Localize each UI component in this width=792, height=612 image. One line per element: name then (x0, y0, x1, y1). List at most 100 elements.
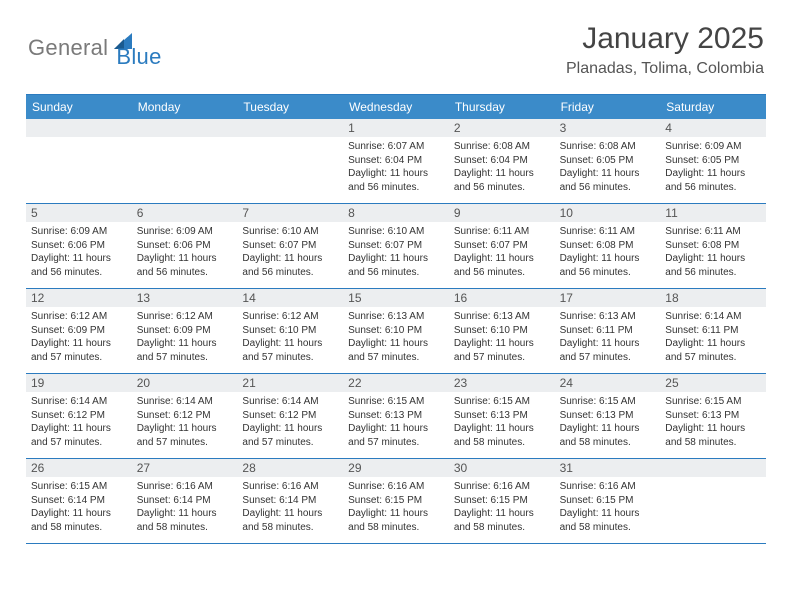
empty-day-bar (660, 459, 766, 477)
day-details: Sunrise: 6:14 AMSunset: 6:12 PMDaylight:… (137, 395, 233, 449)
day-number: 29 (343, 459, 449, 477)
day-number: 19 (26, 374, 132, 392)
day-details: Sunrise: 6:12 AMSunset: 6:09 PMDaylight:… (137, 310, 233, 364)
page-header: General Blue January 2025 Planadas, Toli… (0, 0, 792, 86)
weekday-header: Sunday (26, 95, 132, 119)
day-cell: 2Sunrise: 6:08 AMSunset: 6:04 PMDaylight… (449, 119, 555, 203)
empty-day-bar (26, 119, 132, 137)
empty-day-bar (132, 119, 238, 137)
weekday-header: Wednesday (343, 95, 449, 119)
day-number: 12 (26, 289, 132, 307)
week-row: 1 Sunrise: 6:07 AMSunset: 6:04 PMDaylight… (26, 119, 766, 204)
weekday-header: Saturday (660, 95, 766, 119)
day-number: 3 (555, 119, 661, 137)
day-number: 6 (132, 204, 238, 222)
day-cell: 26Sunrise: 6:15 AMSunset: 6:14 PMDayligh… (26, 459, 132, 543)
day-number: 22 (343, 374, 449, 392)
day-number: 7 (237, 204, 343, 222)
logo-text-general: General (28, 35, 108, 61)
day-number: 28 (237, 459, 343, 477)
day-number: 1 (343, 119, 449, 137)
day-number: 11 (660, 204, 766, 222)
day-details: Sunrise: 6:09 AMSunset: 6:06 PMDaylight:… (31, 225, 127, 279)
weekday-header: Monday (132, 95, 238, 119)
day-cell: 6 Sunrise: 6:09 AMSunset: 6:06 PMDaylight… (132, 204, 238, 288)
empty-day-bar (237, 119, 343, 137)
day-cell: 15Sunrise: 6:13 AMSunset: 6:10 PMDayligh… (343, 289, 449, 373)
day-number: 8 (343, 204, 449, 222)
weekday-header: Friday (555, 95, 661, 119)
day-details: Sunrise: 6:09 AMSunset: 6:05 PMDaylight:… (665, 140, 761, 194)
day-details: Sunrise: 6:16 AMSunset: 6:15 PMDaylight:… (348, 480, 444, 534)
day-details: Sunrise: 6:09 AMSunset: 6:06 PMDaylight:… (137, 225, 233, 279)
day-details: Sunrise: 6:15 AMSunset: 6:13 PMDaylight:… (665, 395, 761, 449)
day-details: Sunrise: 6:13 AMSunset: 6:11 PMDaylight:… (560, 310, 656, 364)
day-cell: 23 Sunrise: 6:15 AMSunset: 6:13 PMDayligh… (449, 374, 555, 458)
day-details: Sunrise: 6:11 AMSunset: 6:07 PMDaylight:… (454, 225, 550, 279)
day-number: 10 (555, 204, 661, 222)
day-details: Sunrise: 6:07 AMSunset: 6:04 PMDaylight:… (348, 140, 444, 194)
day-number: 17 (555, 289, 661, 307)
day-cell: 22 Sunrise: 6:15 AMSunset: 6:13 PMDayligh… (343, 374, 449, 458)
day-cell: 10Sunrise: 6:11 AMSunset: 6:08 PMDayligh… (555, 204, 661, 288)
day-number: 20 (132, 374, 238, 392)
day-details: Sunrise: 6:15 AMSunset: 6:13 PMDaylight:… (454, 395, 550, 449)
day-details: Sunrise: 6:15 AMSunset: 6:13 PMDaylight:… (348, 395, 444, 449)
day-cell: 4 Sunrise: 6:09 AMSunset: 6:05 PMDaylight… (660, 119, 766, 203)
day-cell: 31 Sunrise: 6:16 AMSunset: 6:15 PMDayligh… (555, 459, 661, 543)
logo: General Blue (28, 26, 162, 70)
day-details: Sunrise: 6:14 AMSunset: 6:12 PMDaylight:… (31, 395, 127, 449)
week-row: 26Sunrise: 6:15 AMSunset: 6:14 PMDayligh… (26, 459, 766, 544)
day-number: 23 (449, 374, 555, 392)
day-details: Sunrise: 6:13 AMSunset: 6:10 PMDaylight:… (454, 310, 550, 364)
day-details: Sunrise: 6:16 AMSunset: 6:15 PMDaylight:… (454, 480, 550, 534)
day-cell: 27 Sunrise: 6:16 AMSunset: 6:14 PMDayligh… (132, 459, 238, 543)
day-cell: 12 Sunrise: 6:12 AMSunset: 6:09 PMDayligh… (26, 289, 132, 373)
day-cell: 9 Sunrise: 6:11 AMSunset: 6:07 PMDaylight… (449, 204, 555, 288)
weekday-header: Thursday (449, 95, 555, 119)
day-cell: 18 Sunrise: 6:14 AMSunset: 6:11 PMDayligh… (660, 289, 766, 373)
weekday-header: Tuesday (237, 95, 343, 119)
day-cell: 1 Sunrise: 6:07 AMSunset: 6:04 PMDaylight… (343, 119, 449, 203)
week-row: 12 Sunrise: 6:12 AMSunset: 6:09 PMDayligh… (26, 289, 766, 374)
day-details: Sunrise: 6:16 AMSunset: 6:14 PMDaylight:… (137, 480, 233, 534)
day-cell: 17 Sunrise: 6:13 AMSunset: 6:11 PMDayligh… (555, 289, 661, 373)
day-details: Sunrise: 6:12 AMSunset: 6:09 PMDaylight:… (31, 310, 127, 364)
calendar: SundayMondayTuesdayWednesdayThursdayFrid… (26, 94, 766, 544)
weeks-container: 1 Sunrise: 6:07 AMSunset: 6:04 PMDaylight… (26, 119, 766, 544)
empty-day-cell (26, 119, 132, 203)
day-cell: 7 Sunrise: 6:10 AMSunset: 6:07 PMDaylight… (237, 204, 343, 288)
day-details: Sunrise: 6:12 AMSunset: 6:10 PMDaylight:… (242, 310, 338, 364)
empty-day-cell (132, 119, 238, 203)
day-details: Sunrise: 6:14 AMSunset: 6:12 PMDaylight:… (242, 395, 338, 449)
day-number: 26 (26, 459, 132, 477)
day-details: Sunrise: 6:08 AMSunset: 6:05 PMDaylight:… (560, 140, 656, 194)
day-cell: 30 Sunrise: 6:16 AMSunset: 6:15 PMDayligh… (449, 459, 555, 543)
day-cell: 14Sunrise: 6:12 AMSunset: 6:10 PMDayligh… (237, 289, 343, 373)
day-number: 18 (660, 289, 766, 307)
day-cell: 8Sunrise: 6:10 AMSunset: 6:07 PMDaylight… (343, 204, 449, 288)
weekday-header-row: SundayMondayTuesdayWednesdayThursdayFrid… (26, 95, 766, 119)
location-text: Planadas, Tolima, Colombia (566, 60, 764, 78)
day-details: Sunrise: 6:11 AMSunset: 6:08 PMDaylight:… (665, 225, 761, 279)
day-number: 27 (132, 459, 238, 477)
day-cell: 5Sunrise: 6:09 AMSunset: 6:06 PMDaylight… (26, 204, 132, 288)
day-number: 21 (237, 374, 343, 392)
day-number: 4 (660, 119, 766, 137)
day-details: Sunrise: 6:16 AMSunset: 6:15 PMDaylight:… (560, 480, 656, 534)
logo-text-blue: Blue (116, 44, 161, 70)
week-row: 5Sunrise: 6:09 AMSunset: 6:06 PMDaylight… (26, 204, 766, 289)
day-cell: 20 Sunrise: 6:14 AMSunset: 6:12 PMDayligh… (132, 374, 238, 458)
day-cell: 28Sunrise: 6:16 AMSunset: 6:14 PMDayligh… (237, 459, 343, 543)
day-number: 9 (449, 204, 555, 222)
day-details: Sunrise: 6:15 AMSunset: 6:13 PMDaylight:… (560, 395, 656, 449)
day-details: Sunrise: 6:14 AMSunset: 6:11 PMDaylight:… (665, 310, 761, 364)
day-cell: 16Sunrise: 6:13 AMSunset: 6:10 PMDayligh… (449, 289, 555, 373)
day-cell: 13Sunrise: 6:12 AMSunset: 6:09 PMDayligh… (132, 289, 238, 373)
day-details: Sunrise: 6:10 AMSunset: 6:07 PMDaylight:… (242, 225, 338, 279)
day-number: 2 (449, 119, 555, 137)
day-cell: 25Sunrise: 6:15 AMSunset: 6:13 PMDayligh… (660, 374, 766, 458)
day-number: 31 (555, 459, 661, 477)
day-number: 30 (449, 459, 555, 477)
empty-day-cell (660, 459, 766, 543)
